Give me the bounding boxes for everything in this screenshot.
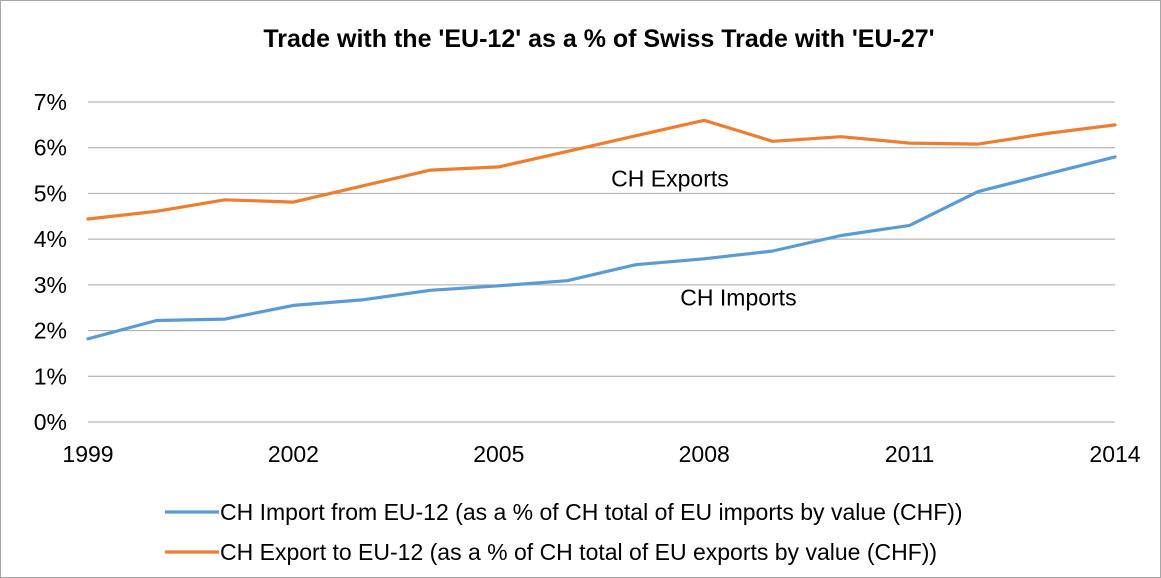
x-tick-label: 2005 [473, 441, 524, 467]
x-tick-label: 2011 [885, 441, 934, 467]
legend-entry: CH Import from EU-12 (as a % of CH total… [165, 499, 963, 525]
annotation-label: CH Imports [680, 284, 796, 310]
series-line-2 [86, 118, 1117, 221]
series-line-1 [86, 155, 1117, 341]
legend-label: CH Export to EU-12 (as a % of CH total o… [220, 539, 937, 565]
y-tick-label: 0% [34, 409, 67, 435]
legend-entry: CH Export to EU-12 (as a % of CH total o… [165, 539, 937, 565]
y-tick-label: 6% [34, 135, 67, 161]
x-tick-label: 1999 [62, 441, 113, 467]
series-lines [86, 118, 1117, 341]
y-axis-ticks: 0% 1% 2% 3% 4% 5% 6% 7% [34, 89, 67, 435]
y-tick-label: 4% [34, 226, 67, 252]
x-tick-label: 2002 [268, 441, 319, 467]
annotations: CH Exports CH Imports [611, 166, 796, 311]
annotation-label: CH Exports [611, 166, 729, 192]
y-tick-label: 2% [34, 318, 67, 344]
x-tick-label: 2008 [679, 441, 730, 467]
y-tick-label: 1% [34, 363, 67, 389]
legend: CH Import from EU-12 (as a % of CH total… [165, 499, 963, 565]
x-axis-ticks: 1999 2002 2005 2008 2011 2014 [62, 441, 1140, 467]
x-tick-label: 2014 [1089, 441, 1140, 467]
y-tick-label: 5% [34, 180, 67, 206]
chart-title: Trade with the 'EU-12' as a % of Swiss T… [263, 25, 934, 53]
gridlines [88, 101, 1115, 423]
y-tick-label: 3% [34, 272, 67, 298]
y-tick-label: 7% [34, 89, 67, 115]
legend-label: CH Import from EU-12 (as a % of CH total… [220, 499, 963, 525]
